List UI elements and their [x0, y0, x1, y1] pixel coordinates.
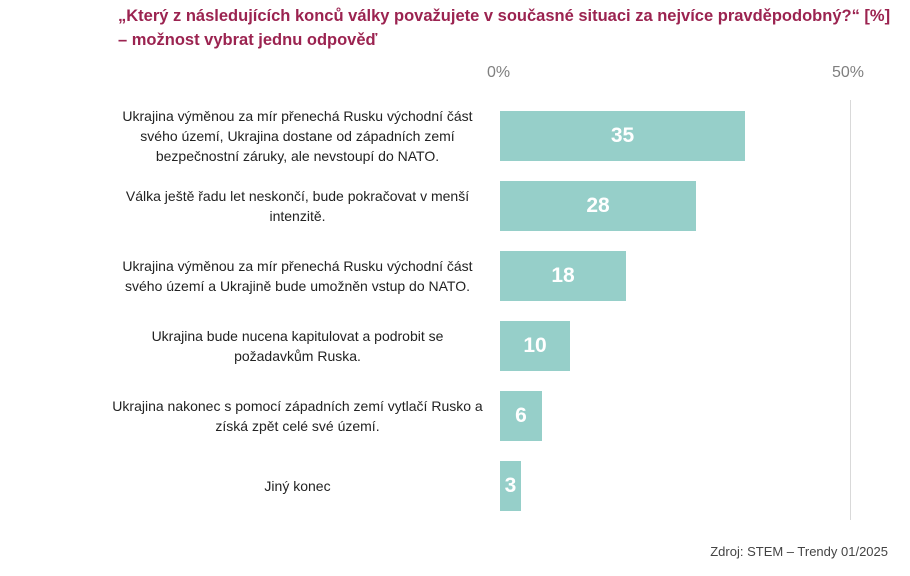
- category-label: Ukrajina výměnou za mír přenechá Rusku v…: [122, 258, 473, 294]
- category-label: Ukrajina nakonec s pomocí západních zemí…: [112, 398, 483, 434]
- source-note: Zdroj: STEM – Trendy 01/2025: [710, 544, 888, 559]
- category-label: Válka ještě řadu let neskončí, bude pokr…: [125, 188, 470, 224]
- category-label: Ukrajina bude nucena kapitulovat a podro…: [151, 328, 444, 364]
- tick-label-0: 0%: [487, 64, 511, 81]
- bar: [500, 181, 696, 231]
- data-label: 35: [610, 124, 635, 147]
- bar: [500, 391, 542, 441]
- subtitle-line: – možnost vybrat jednu odpověď: [118, 31, 378, 49]
- bar: [500, 321, 570, 371]
- data-label: 18: [551, 264, 575, 287]
- category-label: Ukrajina výměnou za mír přenechá Rusku v…: [122, 108, 473, 164]
- data-label: 3: [504, 474, 517, 497]
- chart-title: „Který z následujících konců války považ…: [118, 4, 890, 52]
- tick-label-50: 50%: [832, 64, 865, 81]
- gridline-50: [850, 100, 851, 520]
- data-label: 6: [515, 404, 527, 427]
- bar: [500, 111, 745, 161]
- data-label: 10: [523, 334, 547, 357]
- data-label: 28: [586, 194, 610, 217]
- bar: [500, 461, 521, 511]
- bar: [500, 251, 626, 301]
- title-line: „Který z následujících konců války považ…: [118, 7, 891, 25]
- category-label: Jiný konec: [264, 478, 331, 494]
